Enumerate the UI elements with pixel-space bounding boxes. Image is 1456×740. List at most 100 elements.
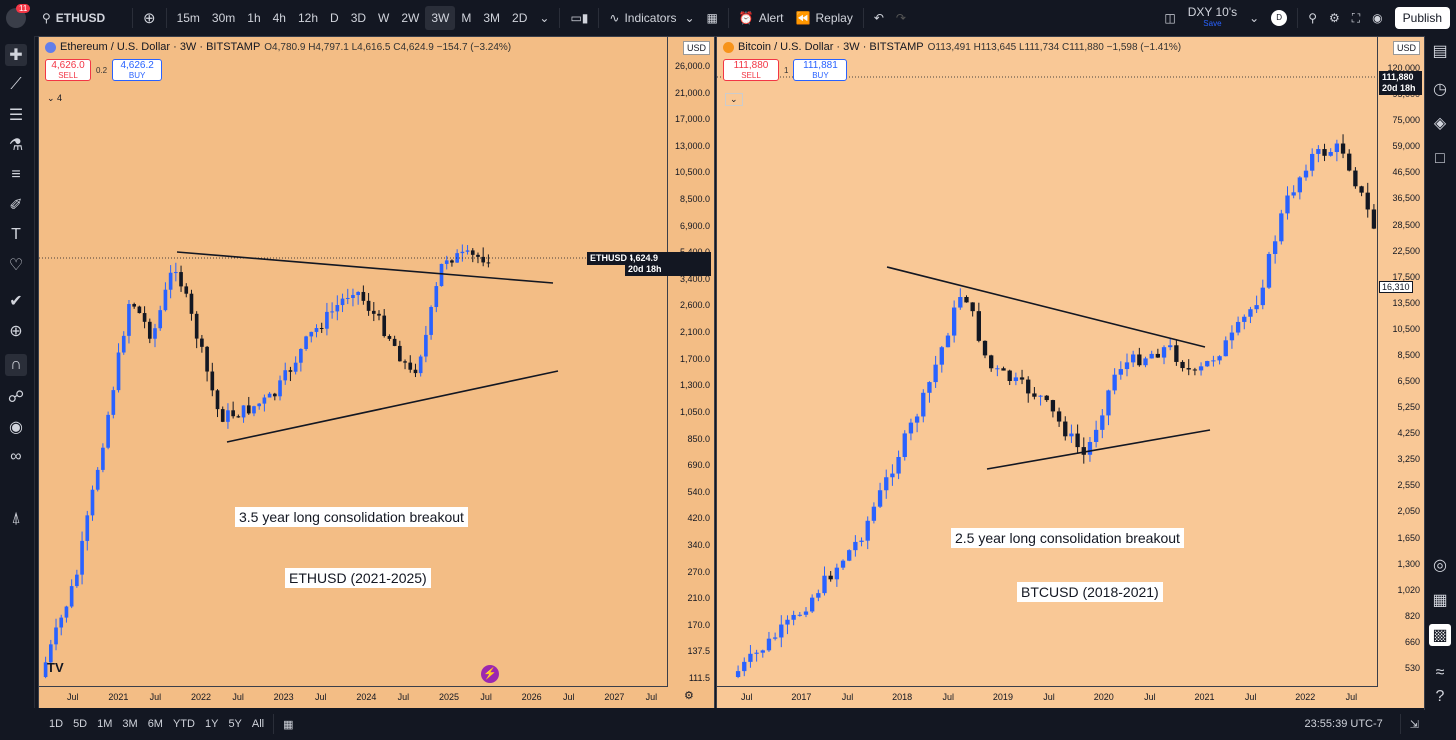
interval-3m[interactable]: 3M	[483, 11, 501, 25]
eth-price-axis[interactable]: 26,000.0 21,000.0 17,000.0 13,000.0 10,500.0…	[667, 37, 714, 687]
price-tick: 2,600.0	[679, 300, 710, 311]
btc-buy-button[interactable]: 111,881 BUY	[793, 59, 848, 81]
user-menu[interactable]: 11	[0, 0, 36, 36]
text-icon[interactable]: T	[11, 226, 21, 243]
settings-button[interactable]: ⚙	[1323, 0, 1346, 36]
range-5d[interactable]: 5D	[73, 718, 88, 730]
replay-button[interactable]: ⏪ Replay	[790, 0, 859, 36]
help-icon[interactable]: ?	[1435, 688, 1445, 705]
interval-4h[interactable]: 4h	[272, 11, 286, 25]
interval-2d[interactable]: 2D	[512, 11, 528, 25]
layout-dropdown[interactable]: ⌄	[1243, 0, 1265, 36]
brush-icon[interactable]: ✐	[9, 197, 23, 214]
btc-time-axis[interactable]: Jul 2017 Jul 2018 Jul 2019 Jul 2020 Jul 2021 Jul 20…	[717, 686, 1378, 709]
interval-3d[interactable]: 3D	[350, 11, 367, 25]
link-icon[interactable]: ∞	[10, 448, 22, 465]
stream-icon[interactable]: ≈	[1435, 664, 1445, 681]
trendline-icon[interactable]: ⟋	[10, 76, 22, 93]
account-button[interactable]: D	[1265, 0, 1293, 36]
chart-type-button[interactable]: ▭▮	[564, 0, 594, 36]
btc-upper-trendline[interactable]	[886, 266, 1206, 348]
tradingview-logo[interactable]: TV	[47, 660, 64, 675]
eth-annotation-title[interactable]: ETHUSD (2021-2025)	[285, 568, 431, 588]
eth-replay-icon[interactable]: ⚡	[481, 665, 499, 683]
eth-time-axis[interactable]: Jul 2021 Jul 2022 Jul 2023 Jul 2024 Jul 2025 Jul 20…	[39, 686, 668, 709]
horizontal-lines-icon[interactable]: ☰	[8, 107, 24, 124]
eth-axis-settings[interactable]: ⚙	[684, 690, 694, 702]
btc-sell-button[interactable]: 111,880 SELL	[723, 59, 779, 81]
eth-price-chart[interactable]	[39, 37, 714, 709]
layout-button[interactable]: ◫	[1158, 0, 1181, 36]
range-1m[interactable]: 1M	[97, 718, 113, 730]
indicators-button[interactable]: ∿ Indicators ⌄	[603, 0, 700, 36]
clock[interactable]: 23:55:39 UTC-7	[1304, 718, 1383, 730]
heart-icon[interactable]: ♡	[8, 257, 24, 274]
pitchfork-icon[interactable]: ⚗	[8, 137, 24, 154]
zoom-icon[interactable]: ⊕	[9, 323, 23, 340]
btc-indicators-toggle[interactable]: ⌄	[725, 93, 743, 106]
range-1d[interactable]: 1D	[49, 718, 64, 730]
symbol-search[interactable]: ⚲ ETHUSD	[36, 0, 128, 36]
eth-annotation-breakout[interactable]: 3.5 year long consolidation breakout	[235, 507, 468, 527]
clock-icon[interactable]: ◷	[1433, 81, 1447, 98]
btc-price-chart[interactable]	[717, 37, 1424, 709]
interval-2w[interactable]: 2W	[401, 11, 420, 25]
quick-search-button[interactable]: ⚲	[1302, 0, 1323, 36]
interval-3w[interactable]: 3W	[425, 6, 456, 30]
watchlist-icon[interactable]: ▤	[1432, 43, 1448, 60]
btc-annotation-title[interactable]: BTCUSD (2018-2021)	[1017, 582, 1163, 602]
maximize-icon[interactable]: ⇲	[1409, 718, 1419, 731]
ruler-icon[interactable]: ✔	[9, 293, 23, 310]
range-6m[interactable]: 6M	[147, 718, 163, 730]
interval-30m[interactable]: 30m	[211, 11, 236, 25]
eth-upper-trendline[interactable]	[176, 251, 554, 284]
range-1y[interactable]: 1Y	[204, 718, 219, 730]
eye-icon[interactable]: ◉	[9, 419, 23, 436]
range-5y[interactable]: 5Y	[228, 718, 242, 730]
eth-buy-button[interactable]: 4,626.2 BUY	[112, 59, 163, 81]
goto-date-button[interactable]: ▦	[278, 718, 298, 731]
compare-button[interactable]: ⊕	[137, 0, 162, 36]
range-all[interactable]: All	[251, 718, 265, 730]
chat-icon[interactable]: □	[1435, 150, 1445, 167]
eth-lower-trendline[interactable]	[226, 370, 559, 443]
interval-w[interactable]: W	[378, 11, 390, 25]
avatar	[6, 8, 26, 28]
interval-dropdown[interactable]: ⌄	[533, 0, 555, 36]
range-ytd[interactable]: YTD	[172, 718, 195, 730]
fib-icon[interactable]: ≡	[11, 166, 21, 183]
eth-sell-button[interactable]: 4,626.0 SELL	[45, 59, 91, 81]
interval-12h[interactable]: 12h	[297, 11, 319, 25]
redo-button[interactable]: ↷	[890, 0, 912, 36]
trash-icon[interactable]: ⍋	[11, 510, 21, 527]
eth-chart-panel[interactable]: Ethereum / U.S. Dollar · 3W · BITSTAMP O…	[38, 36, 715, 710]
magnet-icon[interactable]: ∩	[5, 354, 27, 376]
fullscreen-button[interactable]: ⛶	[1346, 0, 1366, 36]
layout-name[interactable]: DXY 10's Save	[1182, 0, 1243, 36]
undo-button[interactable]: ↶	[868, 0, 890, 36]
btc-chart-panel[interactable]: Bitcoin / U.S. Dollar · 3W · BITSTAMP O1…	[716, 36, 1425, 710]
alert-button[interactable]: ⏰ Alert	[733, 0, 790, 36]
crosshair-icon[interactable]: ✚	[5, 44, 27, 66]
btc-price-axis[interactable]: 120,00095,00075,00059,00046,50036,50028,…	[1377, 37, 1424, 687]
redo-icon: ↷	[895, 11, 906, 25]
snapshot-button[interactable]: ◉	[1366, 0, 1388, 36]
publish-button[interactable]: Publish	[1389, 0, 1456, 36]
lock-icon[interactable]: ☍	[7, 389, 25, 406]
btc-candle	[1223, 340, 1228, 357]
target-icon[interactable]: ◎	[1433, 557, 1447, 574]
interval-m[interactable]: M	[461, 11, 472, 25]
interval-1h[interactable]: 1h	[247, 11, 261, 25]
eth-indicators-toggle[interactable]: ⌄ 4	[47, 93, 63, 103]
interval-15m[interactable]: 15m	[176, 11, 200, 25]
btc-lower-trendline[interactable]	[986, 429, 1211, 470]
apps-icon[interactable]: ▩	[1429, 624, 1451, 646]
templates-button[interactable]: ▦	[701, 0, 724, 36]
btc-currency[interactable]: USD	[1392, 41, 1420, 55]
interval-d[interactable]: D	[330, 11, 339, 25]
eth-currency[interactable]: USD	[682, 41, 710, 55]
range-3m[interactable]: 3M	[122, 718, 138, 730]
calendar-icon[interactable]: ▦	[1432, 592, 1448, 609]
btc-annotation-breakout[interactable]: 2.5 year long consolidation breakout	[951, 528, 1184, 548]
layers-icon[interactable]: ◈	[1433, 115, 1447, 132]
